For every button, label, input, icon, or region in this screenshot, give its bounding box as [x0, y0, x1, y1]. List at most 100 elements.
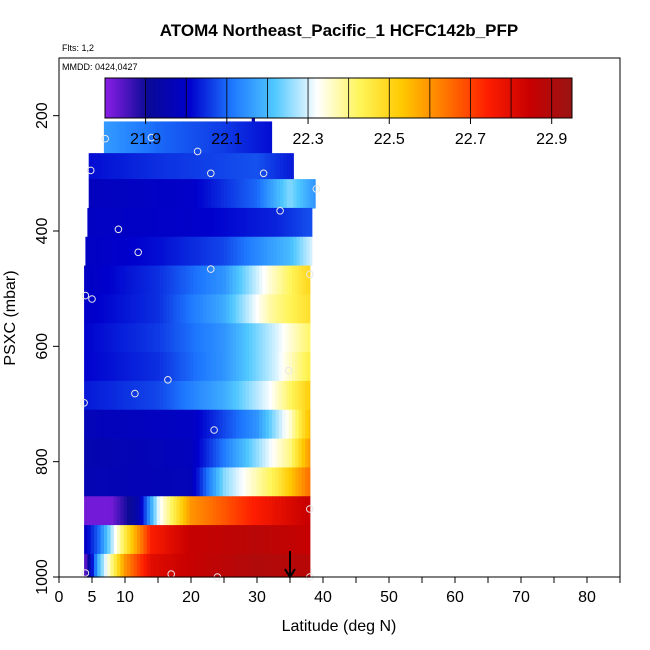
heatmap-cell [265, 525, 270, 555]
heatmap-cell [291, 525, 296, 555]
heatmap-cell [278, 553, 283, 578]
sample-point [88, 295, 96, 303]
heatmap-cell [209, 294, 214, 324]
heatmap-cell [92, 153, 96, 180]
heatmap-cell [262, 121, 267, 154]
heatmap-cell [143, 496, 148, 526]
heatmap-cell [305, 294, 310, 324]
heatmap-cell [110, 525, 115, 555]
heatmap-cell [117, 265, 121, 296]
heatmap-cell [245, 467, 250, 497]
heatmap-cell [204, 153, 209, 180]
heatmap-cell [230, 179, 235, 209]
heatmap-cell [305, 409, 310, 440]
heatmap-cell [153, 207, 158, 238]
heatmap-cell [202, 380, 207, 411]
heatmap-cell [100, 467, 105, 497]
heatmap-cell [301, 409, 306, 440]
heatmap-cell [130, 207, 135, 238]
heatmap-cell [186, 121, 191, 154]
heatmap-cell [288, 380, 293, 411]
heatmap-cell [97, 265, 102, 296]
heatmap-cell [227, 153, 232, 180]
x-tick-label: 5 [88, 589, 97, 606]
heatmap-cell [176, 294, 181, 324]
heatmap-cell [298, 323, 303, 353]
heatmap-cell [250, 153, 255, 180]
heatmap-cell [123, 380, 128, 411]
heatmap-cell [107, 207, 112, 238]
heatmap-cell [153, 496, 158, 526]
heatmap-cell [212, 323, 217, 353]
heatmap-cell [100, 438, 105, 469]
heatmap-cell [262, 438, 267, 469]
heatmap-cell [206, 525, 211, 555]
heatmap-cell [301, 525, 306, 555]
heatmap-cell [313, 179, 316, 209]
heatmap-cell [245, 294, 250, 324]
heatmap-cell [225, 467, 230, 497]
heatmap-cell [120, 525, 125, 555]
heatmap-cell [97, 323, 102, 353]
heatmap-cell [290, 236, 294, 267]
heatmap-cell [121, 153, 126, 180]
heatmap-cell [192, 553, 197, 578]
heatmap-cell [305, 438, 310, 469]
heatmap-cell [164, 236, 169, 267]
heatmap-cell [179, 438, 184, 469]
heatmap-cell [107, 525, 112, 555]
heatmap-cell [169, 496, 174, 526]
heatmap-cell [242, 352, 247, 382]
heatmap-cell [199, 409, 204, 440]
heatmap-cell [100, 553, 105, 578]
heatmap-cell [156, 467, 161, 497]
heatmap-cell [125, 153, 129, 180]
heatmap-cell [224, 236, 228, 267]
heatmap-cell [245, 121, 250, 154]
heatmap-cell [263, 236, 268, 267]
heatmap-cell [305, 467, 310, 497]
heatmap-cell [183, 553, 187, 578]
heatmap-cell [173, 207, 178, 238]
heatmap-cell [103, 553, 108, 578]
heatmap-cell [174, 236, 179, 267]
heatmap-cell [216, 121, 220, 154]
heatmap-cell [143, 525, 148, 555]
heatmap-cell [100, 380, 105, 411]
heatmap-cell [90, 294, 95, 324]
heatmap-cell [146, 352, 151, 382]
heatmap-cell [257, 236, 261, 267]
heatmap-cell [306, 236, 311, 267]
heatmap-cell [265, 438, 270, 469]
sample-point [81, 291, 90, 300]
heatmap-cell [222, 352, 227, 382]
heatmap-cell [196, 265, 201, 296]
heatmap-cell [249, 323, 253, 353]
heatmap-cell [150, 265, 154, 296]
heatmap-cell [222, 525, 227, 555]
x-axis: 0 5 10 20 30 40 50 60 70 80 [55, 577, 621, 606]
heatmap-cell [179, 294, 184, 324]
sample-point [80, 399, 88, 407]
heatmap-cell [140, 121, 145, 154]
heatmap-cell [186, 352, 191, 382]
heatmap-cell [107, 294, 112, 324]
heatmap-cell [111, 236, 116, 267]
heatmap-cell [128, 236, 133, 267]
heatmap-cell [219, 467, 224, 497]
heatmap-cell [225, 409, 230, 440]
heatmap-cell [286, 236, 291, 267]
heatmap-cell [212, 409, 217, 440]
heatmap-cell [84, 496, 88, 526]
heatmap-cell [140, 409, 145, 440]
heatmap-cell [191, 236, 195, 267]
heatmap-cell [265, 265, 270, 296]
heatmap-cell [196, 323, 201, 353]
heatmap-cell [295, 553, 300, 578]
heatmap-cell [176, 265, 181, 296]
heatmap-cell [110, 352, 115, 382]
heatmap-cell [110, 496, 115, 526]
heatmap-cell [239, 265, 244, 296]
heatmap-cell [255, 323, 260, 353]
heatmap-cell [163, 525, 168, 555]
